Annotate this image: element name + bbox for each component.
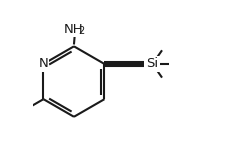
Text: NH: NH	[64, 23, 84, 36]
Text: Si: Si	[146, 57, 158, 70]
Text: N: N	[39, 57, 48, 70]
Text: 2: 2	[78, 26, 85, 36]
